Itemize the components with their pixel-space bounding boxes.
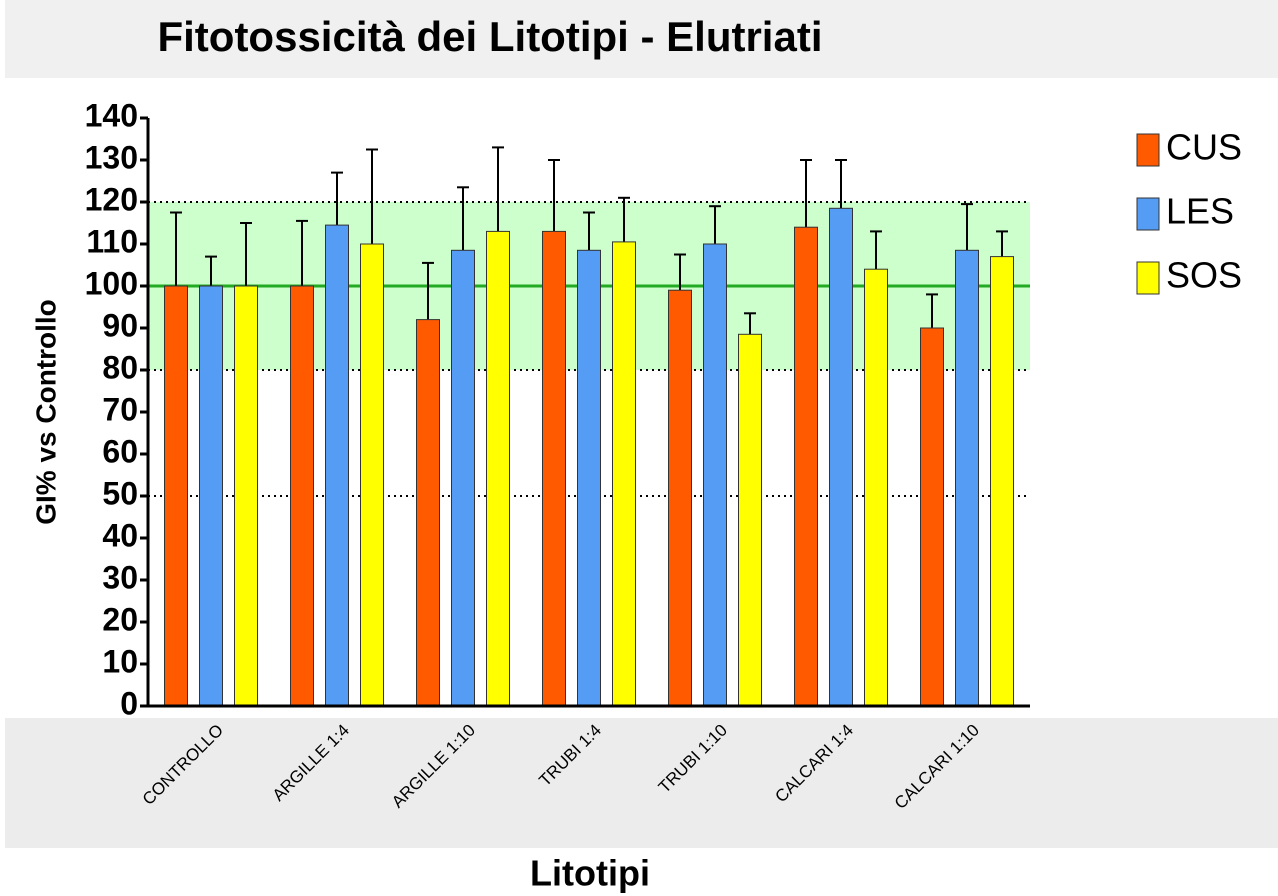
category-band bbox=[5, 718, 1278, 848]
bar bbox=[360, 243, 384, 707]
y-tick-label: 10 bbox=[102, 643, 138, 679]
y-tick-label: 90 bbox=[102, 307, 138, 343]
y-tick-label: 60 bbox=[102, 433, 138, 469]
legend-label: SOS bbox=[1166, 255, 1242, 296]
bar bbox=[703, 243, 727, 707]
bar bbox=[416, 319, 440, 707]
bar bbox=[829, 207, 853, 707]
bar bbox=[451, 249, 475, 707]
chart-title: Fitotossicità dei Litotipi - Elutriati bbox=[157, 13, 822, 60]
y-tick-label: 120 bbox=[85, 181, 138, 217]
bar bbox=[668, 289, 692, 707]
y-axis-label: GI% vs Controllo bbox=[30, 299, 61, 525]
bar bbox=[325, 224, 349, 707]
y-tick-label: 80 bbox=[102, 349, 138, 385]
y-tick-label: 50 bbox=[102, 475, 138, 511]
y-tick-label: 20 bbox=[102, 601, 138, 637]
bar bbox=[234, 285, 258, 707]
bar bbox=[164, 285, 188, 707]
bar bbox=[990, 256, 1014, 707]
bar bbox=[920, 327, 944, 707]
legend-swatch bbox=[1136, 133, 1160, 167]
x-axis-label: Litotipi bbox=[530, 853, 650, 894]
y-tick-label: 100 bbox=[85, 265, 138, 301]
y-tick-label: 110 bbox=[86, 223, 138, 259]
legend-label: CUS bbox=[1166, 127, 1242, 168]
bar bbox=[738, 333, 762, 707]
y-tick-label: 130 bbox=[85, 139, 138, 175]
y-tick-label: 40 bbox=[102, 517, 138, 553]
bar bbox=[794, 226, 818, 707]
bar bbox=[864, 268, 888, 707]
title-band bbox=[5, 0, 1278, 78]
bar bbox=[290, 285, 314, 707]
legend-label: LES bbox=[1166, 191, 1234, 232]
legend-swatch bbox=[1136, 197, 1160, 231]
legend-swatch bbox=[1136, 261, 1160, 295]
bar bbox=[577, 249, 601, 707]
bar bbox=[955, 249, 979, 707]
bar bbox=[542, 230, 566, 707]
y-tick-label: 70 bbox=[102, 391, 138, 427]
bar bbox=[199, 285, 223, 707]
bar bbox=[612, 241, 636, 707]
y-tick-label: 140 bbox=[85, 97, 138, 133]
y-tick-label: 0 bbox=[120, 685, 138, 721]
bar bbox=[486, 230, 510, 707]
y-tick-label: 30 bbox=[102, 559, 138, 595]
